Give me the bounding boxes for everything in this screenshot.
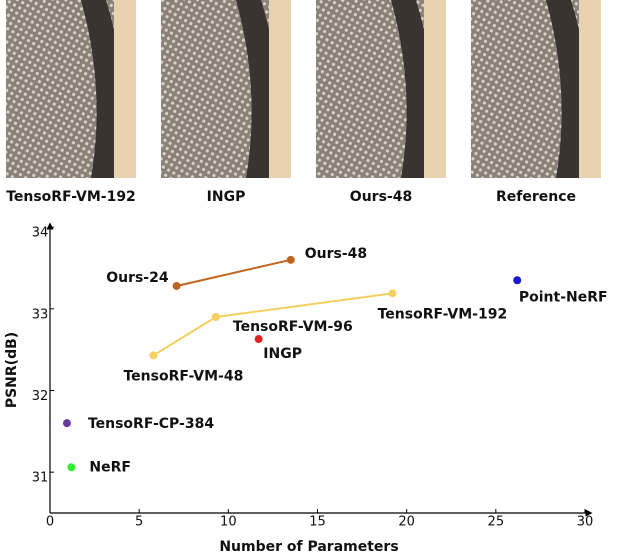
point-label: TensoRF-VM-48: [123, 368, 243, 384]
y-tick-label: 34: [32, 226, 49, 241]
point: [173, 282, 181, 290]
y-axis-title: PSNR(dB): [4, 332, 20, 408]
point-label: Point-NeRF: [519, 289, 608, 305]
y-tick-label: 33: [32, 307, 49, 322]
point: [255, 335, 263, 343]
point: [388, 289, 396, 297]
x-tick-label: 5: [135, 515, 143, 530]
caption: Ours-48: [350, 189, 412, 205]
x-axis-title: Number of Parameters: [219, 539, 398, 555]
caption: Reference: [496, 189, 576, 205]
x-tick-label: 25: [488, 515, 505, 530]
point-label: NeRF: [89, 459, 131, 475]
point-label: Ours-48: [305, 246, 367, 262]
y-tick-label: 31: [32, 471, 49, 486]
point: [513, 276, 521, 284]
y-tick-label: 32: [32, 389, 49, 404]
x-tick-label: 0: [46, 515, 54, 530]
point: [212, 313, 220, 321]
point-label: Ours-24: [106, 270, 169, 286]
point-label: TensoRF-CP-384: [88, 416, 214, 432]
point-label: INGP: [263, 346, 302, 362]
x-tick-label: 15: [309, 515, 326, 530]
figure: TensoRF-VM-192 INGP Ours-48 Reference Numbe…: [0, 0, 618, 556]
x-tick-label: 30: [577, 515, 594, 530]
point: [149, 351, 157, 359]
background: [114, 0, 136, 178]
x-tick-label: 10: [220, 515, 237, 530]
x-tick-label: 20: [398, 515, 415, 530]
point: [63, 419, 71, 427]
caption: INGP: [207, 189, 246, 205]
thumbnails: TensoRF-VM-192 INGP Ours-48 Reference: [6, 0, 601, 205]
background: [424, 0, 446, 178]
point: [67, 463, 75, 471]
series-line: [177, 260, 291, 286]
point: [287, 256, 295, 264]
point-label: TensoRF-VM-192: [378, 306, 508, 322]
point-label: TensoRF-VM-96: [233, 319, 353, 335]
background: [269, 0, 291, 178]
caption: TensoRF-VM-192: [6, 189, 136, 205]
background: [579, 0, 601, 178]
